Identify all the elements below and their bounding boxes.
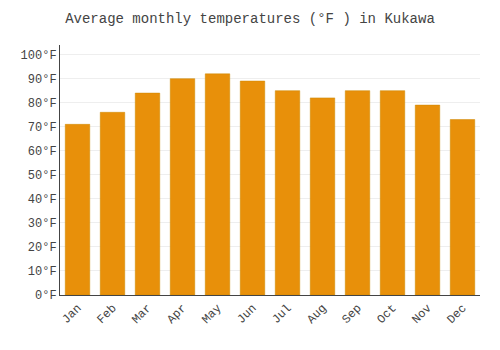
svg-text:10°F: 10°F <box>28 265 57 279</box>
svg-text:70°F: 70°F <box>28 121 57 135</box>
svg-text:Dec: Dec <box>444 302 469 327</box>
svg-text:Aug: Aug <box>304 302 329 327</box>
svg-text:100°F: 100°F <box>21 49 57 63</box>
svg-text:80°F: 80°F <box>28 97 57 111</box>
svg-text:Mar: Mar <box>129 302 154 327</box>
svg-text:30°F: 30°F <box>28 217 57 231</box>
svg-text:Jul: Jul <box>269 302 294 327</box>
svg-text:Jun: Jun <box>234 302 259 327</box>
svg-text:50°F: 50°F <box>28 169 57 183</box>
svg-text:Apr: Apr <box>164 302 189 327</box>
svg-text:Average monthly temperatures (: Average monthly temperatures (°F ) in Ku… <box>65 11 435 27</box>
svg-text:May: May <box>199 302 224 327</box>
svg-text:40°F: 40°F <box>28 193 57 207</box>
svg-text:Nov: Nov <box>409 302 434 327</box>
svg-text:Oct: Oct <box>374 302 399 327</box>
svg-text:20°F: 20°F <box>28 241 57 255</box>
svg-text:60°F: 60°F <box>28 145 57 159</box>
svg-text:Jan: Jan <box>59 302 84 327</box>
svg-text:Feb: Feb <box>94 302 119 327</box>
svg-text:90°F: 90°F <box>28 73 57 87</box>
svg-text:0°F: 0°F <box>35 289 57 303</box>
svg-text:Sep: Sep <box>339 302 364 327</box>
